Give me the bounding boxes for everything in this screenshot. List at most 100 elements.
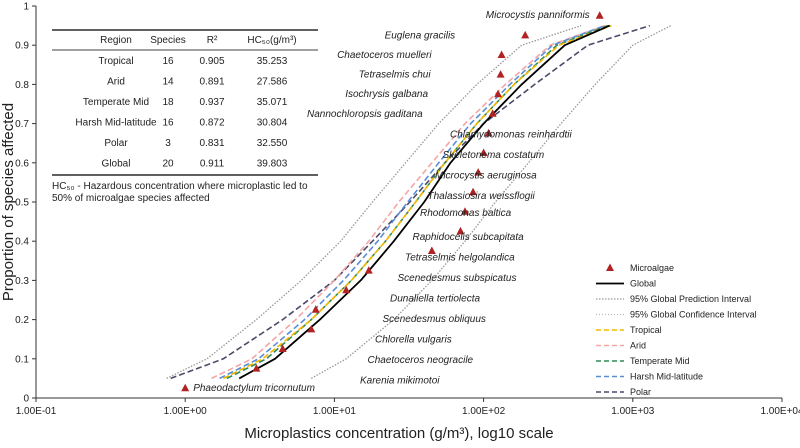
table-cell: 0.891 <box>199 77 224 88</box>
microalgae-point <box>484 128 493 137</box>
species-label: Skeletonema costatum <box>443 150 545 161</box>
legend-label: Harsh Mid-latitude <box>630 372 703 382</box>
table-cell: 0.937 <box>199 97 224 108</box>
species-label: Tetraselmis helgolandica <box>405 253 515 264</box>
table-note-line-1: HC₅₀ - Hazardous concentration where mic… <box>52 181 308 192</box>
microalgae-point <box>494 89 503 98</box>
y-tick-label: 0.8 <box>15 80 29 91</box>
legend-label: Global <box>630 279 656 289</box>
x-tick-label: 1.00E+02 <box>462 406 506 417</box>
y-tick-label: 1 <box>23 2 29 13</box>
species-label: Phaeodactylum tricornutum <box>193 383 315 394</box>
table-cell: 14 <box>162 77 174 88</box>
species-label: Microcystis panniformis <box>486 10 590 21</box>
table-cell: 18 <box>162 97 174 108</box>
x-tick-label: 1.00E+04 <box>760 406 800 417</box>
species-label: Dunaliella tertiolecta <box>390 294 480 305</box>
legend-item-temperate: Temperate Mid <box>596 356 690 366</box>
series-line-harsh <box>219 24 606 380</box>
y-tick-label: 0.7 <box>15 119 29 130</box>
y-tick-label: 0.9 <box>15 41 29 52</box>
x-tick-label: 1.00E+01 <box>313 406 357 417</box>
table-cell: 30.804 <box>257 118 288 129</box>
series-lines-group <box>166 24 672 380</box>
species-label: Chlorella vulgaris <box>375 335 452 346</box>
species-label: Nannochloropsis gaditana <box>307 109 423 120</box>
species-label: Rhodomonas baltica <box>420 208 512 219</box>
table-cell: 39.803 <box>257 159 288 170</box>
microalgae-point <box>497 50 506 58</box>
species-label: Isochrysis galbana <box>345 89 428 100</box>
legend-item-global: Global <box>596 279 656 289</box>
legend-label: Microalgae <box>630 263 674 273</box>
series-line-pi_lower <box>310 25 672 379</box>
y-tick-label: 0.3 <box>15 276 29 287</box>
microalgae-point <box>456 226 465 235</box>
x-tick-label: 1.00E+03 <box>611 406 655 417</box>
table-cell: Temperate Mid <box>83 97 149 108</box>
legend-item-microalgae: Microalgae <box>606 263 674 273</box>
microalgae-point <box>342 285 351 294</box>
legend-label: Temperate Mid <box>630 356 690 366</box>
microalgae-point <box>181 383 190 392</box>
legend-label: Polar <box>630 387 651 397</box>
series-line-pi_upper <box>166 24 582 379</box>
table-cell: Polar <box>104 138 128 149</box>
y-tick-label: 0.4 <box>15 237 29 248</box>
table-cell: 32.550 <box>257 138 288 149</box>
microalgae-point <box>364 266 373 274</box>
legend-item-harsh: Harsh Mid-latitude <box>596 372 703 382</box>
series-line-global <box>238 24 611 380</box>
table-cell: 16 <box>162 118 174 129</box>
species-label: Chlamydomonas reinhardtii <box>450 130 573 141</box>
series-line-tropical <box>222 24 612 380</box>
microalgae-point <box>521 30 530 39</box>
table-cell: 0.872 <box>199 118 224 129</box>
legend-item-polar: Polar <box>596 387 651 397</box>
x-axis-title: Microplastics concentration (g/m³), log1… <box>244 425 553 442</box>
y-tick-label: 0.2 <box>15 315 29 326</box>
microalgae-point <box>278 344 287 352</box>
table-cell: 35.071 <box>257 97 288 108</box>
table-cell: 0.905 <box>199 56 224 67</box>
y-axis-title: Proportion of species affected <box>0 103 17 301</box>
microalgae-point <box>307 324 316 333</box>
legend-swatch-microalgae <box>606 263 614 271</box>
legend-item-pi: 95% Global Prediction Interval <box>596 294 751 304</box>
table-cell: 20 <box>162 159 174 170</box>
legend-item-tropical: Tropical <box>596 325 662 335</box>
table-cell: 35.253 <box>257 56 288 67</box>
species-label: Thalassiosira weissflogii <box>428 191 536 202</box>
table-header-cell: R² <box>207 35 218 46</box>
species-labels-group: Phaeodactylum tricornutum Karenia mikimot… <box>193 10 590 394</box>
legend: Microalgae Global 95% Global Prediction In… <box>596 263 757 397</box>
table-note-line-2: 50% of microalgae species affected <box>52 193 210 204</box>
species-label: Karenia mikimotoi <box>360 376 440 387</box>
species-label: Chaetoceros muelleri <box>337 50 432 61</box>
microalgae-point <box>427 246 436 254</box>
data-points-group <box>181 11 604 392</box>
species-label: Scenedesmus obliquus <box>383 314 486 325</box>
species-label: Tetraselmis chui <box>359 70 432 81</box>
table-header-cell: Region <box>100 35 132 46</box>
legend-label: Tropical <box>630 325 662 335</box>
microalgae-point <box>252 364 261 372</box>
microalgae-point <box>469 187 478 196</box>
series-line-arid <box>211 24 606 380</box>
series-line-polar <box>170 24 651 380</box>
species-label: Chaetoceros neogracile <box>368 355 474 366</box>
table-cell: Tropical <box>98 56 133 67</box>
y-tick-label: 0.6 <box>15 158 29 169</box>
microalgae-point <box>311 305 320 313</box>
table-cell: 3 <box>165 138 171 149</box>
species-label: Microcystis aeruginosa <box>435 171 537 182</box>
table-cell: Global <box>102 159 131 170</box>
table-cell: 27.586 <box>257 77 288 88</box>
legend-label: Arid <box>630 341 646 351</box>
species-label: Euglena gracilis <box>385 30 456 41</box>
microalgae-point <box>488 109 497 117</box>
legend-item-arid: Arid <box>596 341 646 351</box>
table-cell: Arid <box>107 77 125 88</box>
